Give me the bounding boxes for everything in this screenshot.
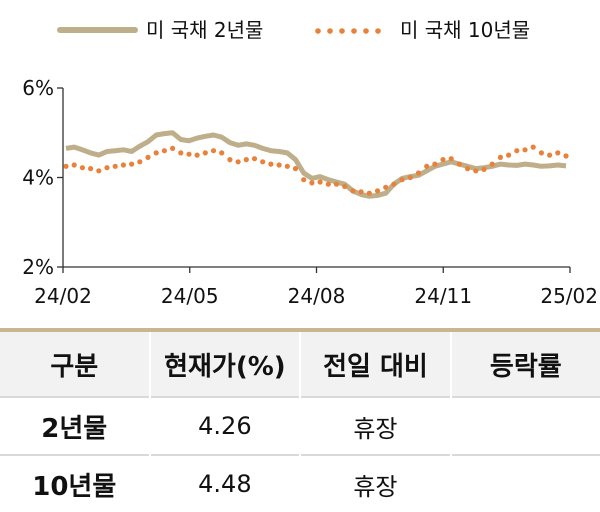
series-point-10y	[243, 157, 249, 163]
series-point-10y	[538, 150, 545, 156]
legend-label-10y: 미 국채 10년물	[400, 18, 530, 42]
series-point-10y	[96, 168, 102, 174]
series-point-10y	[358, 189, 364, 195]
series-point-10y	[366, 190, 372, 196]
series-point-10y	[522, 147, 528, 153]
col-header-category: 구분	[0, 332, 150, 397]
series-point-10y	[309, 180, 315, 186]
x-tick-label: 24/08	[288, 284, 346, 308]
y-tick-label: 6%	[22, 76, 54, 100]
series-point-10y	[292, 166, 299, 172]
series-point-10y	[489, 161, 495, 167]
series-point-10y	[317, 179, 323, 185]
series-point-10y	[325, 181, 331, 187]
series-point-10y	[383, 184, 389, 190]
series-point-10y	[284, 163, 290, 169]
x-tick-label: 25/02	[540, 284, 598, 308]
series-point-10y	[210, 148, 217, 154]
quote-table: 구분 현재가(%) 전일 대비 등락률 2년물 4.26 휴장 10년물 4.4…	[0, 332, 600, 512]
series-point-10y	[178, 150, 184, 156]
series-point-10y	[88, 166, 94, 172]
series-point-10y	[194, 152, 200, 158]
series-point-10y	[186, 151, 192, 157]
series-point-10y	[473, 168, 479, 174]
series-point-10y	[563, 153, 569, 159]
col-header-change: 전일 대비	[299, 332, 451, 397]
series-point-10y	[440, 157, 446, 163]
series-point-10y	[120, 162, 126, 168]
series-point-10y	[276, 162, 282, 168]
series-point-10y	[432, 161, 438, 167]
col-header-price: 현재가(%)	[148, 332, 301, 397]
table-header-row: 구분 현재가(%) 전일 대비 등락률	[0, 332, 600, 397]
series-point-10y	[407, 174, 413, 181]
series-point-10y	[153, 150, 159, 156]
y-tick-label: 2%	[22, 255, 54, 279]
series-point-10y	[63, 163, 69, 169]
series-point-10y	[391, 181, 397, 187]
series-point-10y	[137, 159, 143, 165]
series-point-10y	[235, 159, 241, 165]
series-point-10y	[448, 156, 454, 162]
cell-rate-2y	[449, 396, 600, 455]
series-point-10y	[227, 157, 233, 163]
series-point-10y	[129, 161, 135, 167]
y-tick-label: 4%	[22, 166, 54, 190]
series-point-10y	[161, 148, 167, 154]
x-tick-label: 24/02	[34, 284, 92, 308]
series-point-10y	[374, 188, 381, 194]
col-header-rate: 등락률	[449, 332, 600, 397]
cell-price-2y: 4.26	[148, 396, 301, 455]
series-point-10y	[497, 154, 503, 160]
series-point-10y	[547, 152, 553, 158]
table-row: 2년물 4.26 휴장	[0, 396, 600, 455]
series-point-10y	[506, 152, 512, 158]
y-axis-ticks: 6% 4% 2%	[22, 76, 63, 279]
yield-line-chart: 미 국채 2년물 미 국채 10년물 6%4%2% 24/02 24/05 24/0…	[22, 18, 598, 308]
cell-price-10y: 4.48	[148, 454, 301, 512]
series-point-10y	[145, 154, 151, 160]
series-point-10y	[202, 150, 208, 156]
series-point-10y	[104, 165, 110, 171]
series-point-10y	[514, 148, 520, 154]
series-point-10y	[465, 166, 471, 172]
x-tick-label: 24/05	[161, 284, 219, 308]
x-tick-label: 24/11	[414, 284, 472, 308]
series-point-10y	[530, 144, 536, 150]
cell-rate-10y	[449, 454, 600, 512]
series-point-10y	[333, 181, 340, 187]
series-point-10y	[342, 183, 348, 189]
series-point-10y	[555, 150, 561, 156]
legend-swatch-10y	[315, 28, 381, 34]
series-point-10y	[71, 162, 77, 168]
table-top-rule	[0, 328, 600, 332]
series-point-10y	[219, 150, 225, 156]
row-label-2y: 2년물	[0, 396, 150, 455]
legend-label-2y: 미 국채 2년물	[146, 18, 263, 42]
series-point-10y	[260, 159, 266, 165]
legend: 미 국채 2년물 미 국채 10년물	[57, 18, 530, 42]
series-point-10y	[456, 161, 462, 167]
series-point-10y	[481, 166, 487, 172]
series-point-10y	[112, 163, 118, 169]
x-axis-ticks: 24/02 24/05 24/08 24/11 25/02	[34, 267, 598, 308]
series-layer	[63, 130, 569, 199]
series-point-10y	[350, 188, 356, 194]
row-label-10y: 10년물	[0, 454, 150, 512]
series-point-10y	[170, 145, 176, 151]
series-point-10y	[301, 177, 307, 183]
table-row: 10년물 4.48 휴장	[0, 454, 600, 512]
series-point-10y	[399, 177, 405, 183]
cell-change-2y: 휴장	[299, 396, 451, 455]
series-point-10y	[79, 165, 85, 171]
series-point-10y	[251, 156, 258, 162]
series-point-10y	[415, 170, 422, 176]
series-point-10y	[424, 163, 430, 169]
series-dots-10y	[63, 144, 569, 196]
series-point-10y	[268, 161, 274, 167]
cell-change-10y: 휴장	[299, 454, 451, 512]
